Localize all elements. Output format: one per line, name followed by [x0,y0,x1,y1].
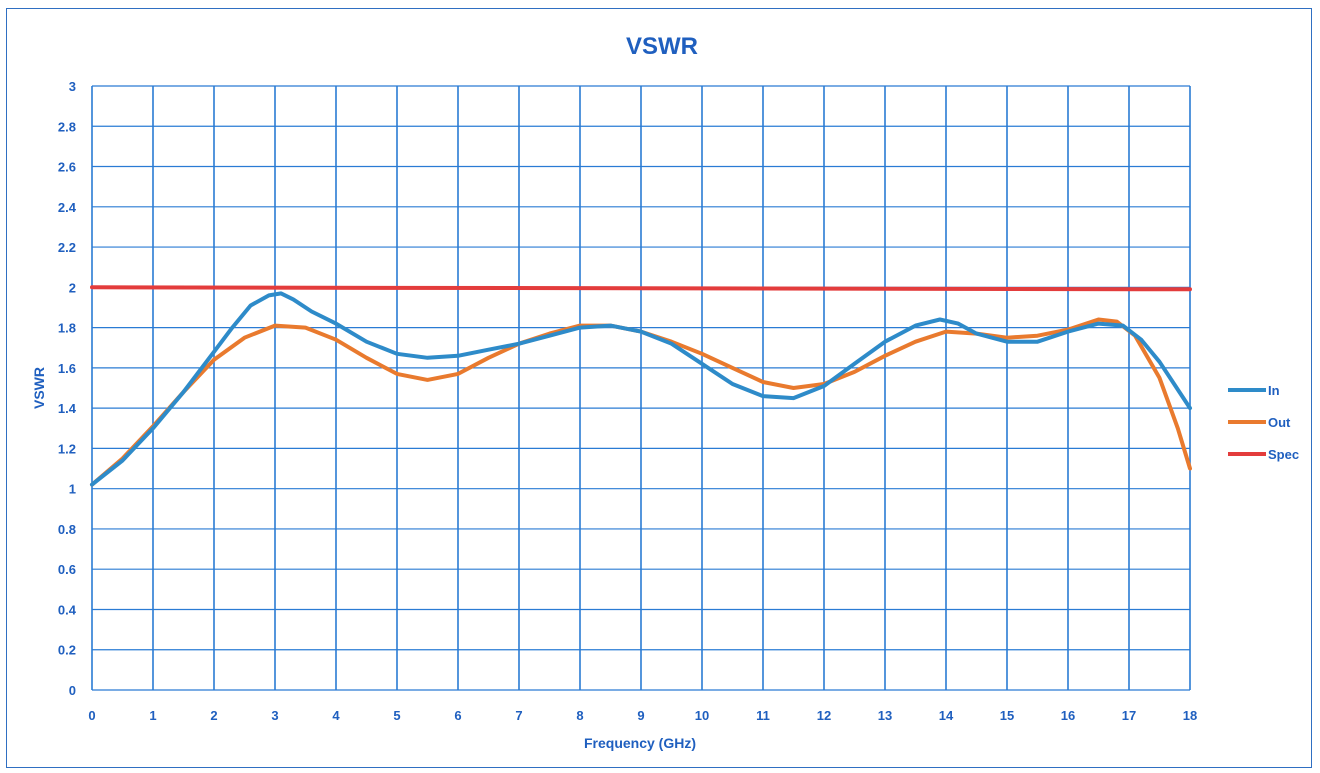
legend: In Out Spec [1228,383,1299,462]
y-tick-label: 2 [69,280,76,295]
chart-title: VSWR [626,33,698,60]
series-line-spec [90,285,1192,292]
legend-label-spec: Spec [1268,447,1299,462]
y-tick-label: 1.6 [58,361,76,376]
x-tick-label: 9 [637,708,644,723]
x-tick-label: 0 [88,708,95,723]
y-tick-label: 0.8 [58,522,76,537]
x-tick-label: 12 [817,708,831,723]
y-tick-label: 2.4 [58,200,77,215]
y-tick-label: 2.2 [58,240,76,255]
y-tick-label: 0.4 [58,602,77,617]
y-tick-label: 2.6 [58,160,76,175]
y-axis-label: VSWR [31,367,47,409]
x-tick-label: 2 [210,708,217,723]
legend-label-out: Out [1268,415,1291,430]
x-tick-label: 17 [1122,708,1136,723]
x-tick-label: 3 [271,708,278,723]
chart-frame [6,8,1312,768]
series-line-in [90,291,1192,487]
x-tick-label: 6 [454,708,461,723]
x-tick-label: 11 [756,708,770,723]
y-tick-label: 2.8 [58,119,76,134]
series-lines [90,285,1192,487]
x-tick-label: 8 [576,708,583,723]
x-tick-label: 15 [1000,708,1014,723]
y-tick-label: 0 [69,683,76,698]
y-tick-label: 3 [69,79,76,94]
x-tick-label: 18 [1183,708,1197,723]
x-tick-label: 5 [393,708,400,723]
tick-labels: 0 1 2 3 4 5 6 7 8 9 10 11 12 13 14 15 16 17 1800.20.40.60.… [58,79,1197,723]
y-tick-label: 1.4 [58,401,77,416]
y-tick-label: 0.2 [58,643,76,658]
y-tick-label: 1.2 [58,441,76,456]
y-tick-label: 1.8 [58,321,76,336]
x-tick-label: 1 [149,708,156,723]
x-tick-label: 4 [332,708,340,723]
x-tick-label: 7 [515,708,522,723]
x-axis-label: Frequency (GHz) [584,735,696,751]
x-tick-label: 14 [939,708,954,723]
x-tick-label: 10 [695,708,709,723]
y-tick-label: 1 [69,482,76,497]
legend-label-in: In [1268,383,1280,398]
plot-grid [91,85,1191,691]
x-tick-label: 16 [1061,708,1075,723]
y-tick-label: 0.6 [58,562,76,577]
x-tick-label: 13 [878,708,892,723]
